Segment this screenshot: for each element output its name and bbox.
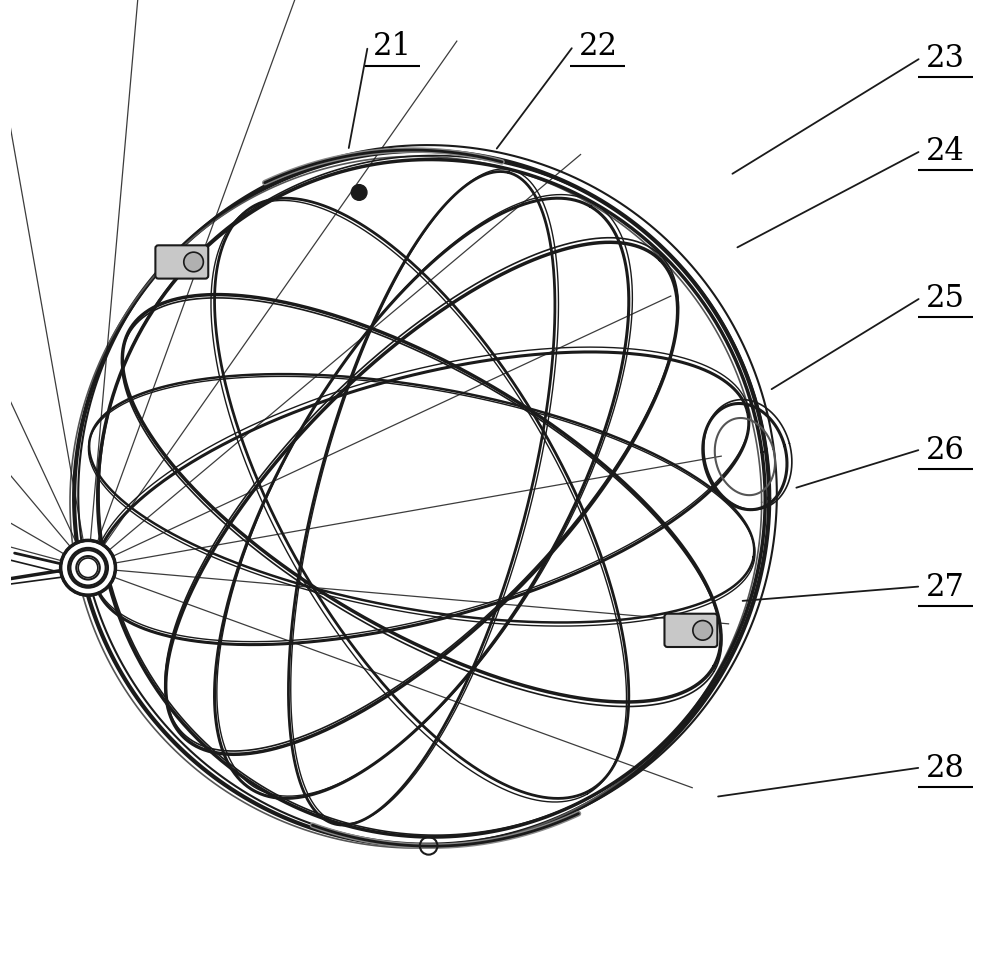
Text: 23: 23 bbox=[926, 43, 965, 74]
Text: 27: 27 bbox=[926, 571, 965, 602]
Circle shape bbox=[184, 253, 203, 273]
Circle shape bbox=[61, 541, 115, 596]
Text: 21: 21 bbox=[373, 31, 412, 63]
FancyBboxPatch shape bbox=[155, 246, 208, 280]
Circle shape bbox=[693, 621, 712, 641]
Text: 22: 22 bbox=[578, 31, 617, 63]
Text: 26: 26 bbox=[926, 434, 965, 466]
FancyBboxPatch shape bbox=[664, 614, 717, 647]
Text: 24: 24 bbox=[926, 136, 965, 167]
Circle shape bbox=[351, 186, 367, 201]
Text: 28: 28 bbox=[926, 752, 965, 783]
Text: 25: 25 bbox=[926, 283, 965, 314]
